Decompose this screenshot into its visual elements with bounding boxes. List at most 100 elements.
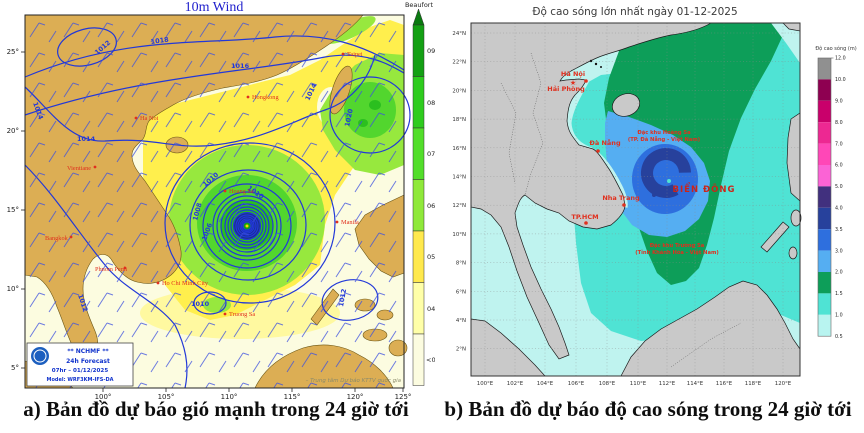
- borneo-gray: [620, 280, 801, 377]
- wave-tick: 10.0: [835, 77, 846, 83]
- truongsa-label-1: Đặc khu Trường Sa: [650, 242, 705, 249]
- ytick-label: 25°: [7, 48, 19, 56]
- wave-eye-dot: [667, 179, 671, 183]
- wave-tick: 8.0: [835, 120, 843, 126]
- beaufort-colorbar: Beaufort 09 08 07 06 05 04: [405, 1, 440, 386]
- caption-wave-map: b) Bản đồ dự báo độ cao sóng trong 24 gi…: [444, 397, 852, 421]
- wind-map-panel: 10m Wind: [0, 0, 440, 401]
- ytick-label: 14°N: [452, 175, 466, 181]
- hainan-gray: [611, 93, 641, 117]
- ytick-label: 8°N: [456, 261, 466, 267]
- ytick-label: 10°N: [452, 232, 466, 238]
- wave-seg: [818, 314, 831, 337]
- xtick-label: 112°E: [659, 381, 676, 387]
- city-label-phnompenh: Phnom Penh: [95, 266, 128, 273]
- ytick-label: 12°N: [452, 203, 466, 209]
- city-label-hoangsa: Hoang Sa: [229, 188, 254, 195]
- city-label-hanoi: Hà Nội: [561, 70, 585, 78]
- xtick-label: 116°E: [716, 381, 733, 387]
- cyan-corner: [771, 23, 800, 63]
- wave-seg: [818, 122, 831, 144]
- xtick-label: 106°E: [568, 381, 585, 387]
- wind-map-xaxis: 100° 105° 110° 115° 120° 125°: [95, 388, 411, 401]
- wave-map-xaxis: 100°E 102°E 104°E 106°E 108°E 110°E 112°…: [477, 381, 792, 387]
- bien-dong-label: BIỂN ĐÔNG: [673, 182, 736, 195]
- city-dot-taipei: [341, 52, 345, 56]
- halong-islets: [589, 59, 602, 68]
- truongsa-label-2: (Tỉnh Khánh Hòa - Việt Nam): [635, 249, 719, 256]
- city-dot-hongkong: [246, 95, 250, 99]
- beaufort-seg: [412, 24, 425, 77]
- beaufort-seg: [412, 76, 425, 129]
- xtick-label: 105°: [158, 393, 175, 400]
- wave-tick: 3.0: [835, 248, 843, 254]
- wave-legend: Độ cao sóng (m): [815, 45, 856, 340]
- city-dot-hanoi: [134, 116, 138, 120]
- wind-map-figure: 10m Wind: [7, 0, 440, 401]
- hoangsa-label-1: Đặc khu Hoàng Sa: [637, 129, 691, 136]
- city-dot-vientiane: [93, 165, 97, 169]
- xtick-label: 102°E: [507, 381, 524, 387]
- city-dot-danang: [596, 149, 600, 153]
- city-label-manila: Manila: [341, 219, 359, 226]
- beaufort-seg: [412, 230, 425, 283]
- ytick-label: 18°N: [452, 117, 466, 123]
- city-label-hcmc: Ho Chi Minh City: [162, 280, 209, 287]
- xtick-label: 104°E: [537, 381, 554, 387]
- wave-legend-title: Độ cao sóng (m): [815, 45, 856, 52]
- xtick-label: 110°: [221, 393, 238, 400]
- wind-map-title: 10m Wind: [185, 0, 244, 15]
- beaufort-labels: 09 08 07 06 05 04 <04: [426, 47, 440, 364]
- wave-seg: [818, 207, 831, 230]
- wave-tick: 7.0: [835, 141, 843, 147]
- wind-map-axes: 25° 20° 15° 10° 5° 100° 105° 110° 11: [7, 48, 412, 401]
- wave-map-labels: Hà Nội ★ Hải Phòng Đà Nẵng Nha Trang TP.…: [547, 70, 736, 256]
- beaufort-label: 09: [427, 47, 435, 55]
- city-label-nhatrang: Nha Trang: [602, 194, 640, 202]
- city-label-hanoi: Ha Noi: [140, 115, 159, 122]
- ytick-label: 10°: [7, 285, 19, 293]
- city-label-truongsa: Truong Sa: [229, 311, 255, 318]
- city-dot-nhatrang: [622, 203, 626, 207]
- wave-tick: 0.5: [835, 334, 843, 340]
- city-dot-phnompenh: [123, 266, 127, 270]
- xtick-label: 100°: [95, 393, 112, 400]
- wave-tick: 1.0: [835, 313, 843, 319]
- wave-tick: 5.0: [835, 184, 843, 190]
- city-label-taipei: Taipei: [347, 51, 363, 58]
- wave-seg: [818, 100, 831, 123]
- wave-seg: [818, 143, 831, 165]
- wave-seg: [818, 229, 831, 251]
- wave-tick: 6.0: [835, 163, 843, 169]
- wave-tick: 3.5: [835, 227, 843, 233]
- wave-seg: [818, 293, 831, 315]
- city-label-vientiane: Vientiane: [67, 165, 91, 172]
- wave-tick: 1.5: [835, 291, 843, 297]
- ytick-label: 6°N: [456, 289, 466, 295]
- wave-map-figure: Độ cao sóng lớn nhất ngày 01-12-2025: [452, 6, 856, 387]
- city-dot-hcmc: [584, 221, 588, 225]
- logo-line3: 07hr – 01/12/2025: [52, 368, 109, 374]
- xtick-label: 114°E: [687, 381, 704, 387]
- watermark-text: – Trung tâm Dự báo KTTV quốc gia: [306, 377, 402, 384]
- beaufort-seg: [412, 333, 425, 386]
- country-borders: [500, 52, 742, 368]
- beaufort-segments: [412, 24, 425, 386]
- city-label-bangkok: Bangkok: [45, 235, 69, 242]
- wave-seg: [818, 186, 831, 208]
- mindoro: [790, 209, 802, 227]
- wave-seg: [818, 165, 831, 187]
- xtick-label: 108°E: [599, 381, 616, 387]
- beaufort-label: 06: [427, 202, 435, 210]
- ytick-label: 22°N: [452, 60, 466, 66]
- xtick-label: 120°: [347, 393, 364, 400]
- city-label-danang: Đà Nẵng: [589, 138, 621, 147]
- palawan-gray: [760, 221, 790, 253]
- city-dot-hcmc: [156, 281, 160, 285]
- city-label-haiphong: Hải Phòng: [547, 85, 585, 93]
- beaufort-seg: [412, 179, 425, 232]
- city-dot-truongsa: [223, 312, 227, 316]
- city-label-hongkong: Hongkong: [252, 94, 279, 101]
- wave-map-yaxis: 24°N 22°N 20°N 18°N 16°N 14°N 12°N 10°N …: [452, 31, 466, 353]
